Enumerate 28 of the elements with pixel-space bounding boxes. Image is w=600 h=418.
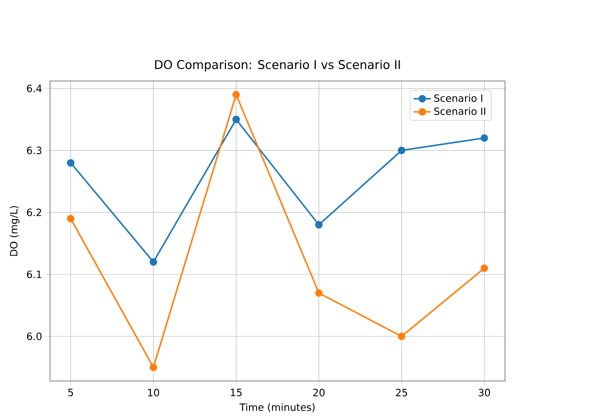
y-axis-title: DO (mg/L) [10,206,20,256]
y-tick-label: 6.0 [27,332,42,340]
legend-label: Scenario I [434,94,482,102]
point [480,134,488,142]
point [398,146,406,154]
point [480,264,488,272]
y-tick-label: 6.2 [27,208,42,216]
x-axis-title: Time (minutes) [240,403,315,412]
point [66,214,74,222]
point [150,258,158,266]
x-tick-label: 15 [230,388,242,396]
point [398,332,406,340]
y-tick-label: 6.4 [27,84,42,92]
point [315,289,323,297]
y-tick-label: 6.1 [27,270,42,278]
chart-title: DO Comparison: Scenario I vs Scenario II [155,60,400,72]
point [232,90,240,98]
legend-label: Scenario II [434,107,486,116]
point [66,159,74,167]
point [315,221,323,229]
point [150,364,158,372]
x-tick-label: 10 [148,388,160,396]
point [232,116,240,124]
x-tick-label: 20 [313,388,325,396]
x-tick-label: 5 [68,388,73,396]
y-tick-label: 6.3 [27,146,42,154]
x-tick-label: 25 [396,388,408,396]
x-tick-label: 30 [478,388,490,396]
